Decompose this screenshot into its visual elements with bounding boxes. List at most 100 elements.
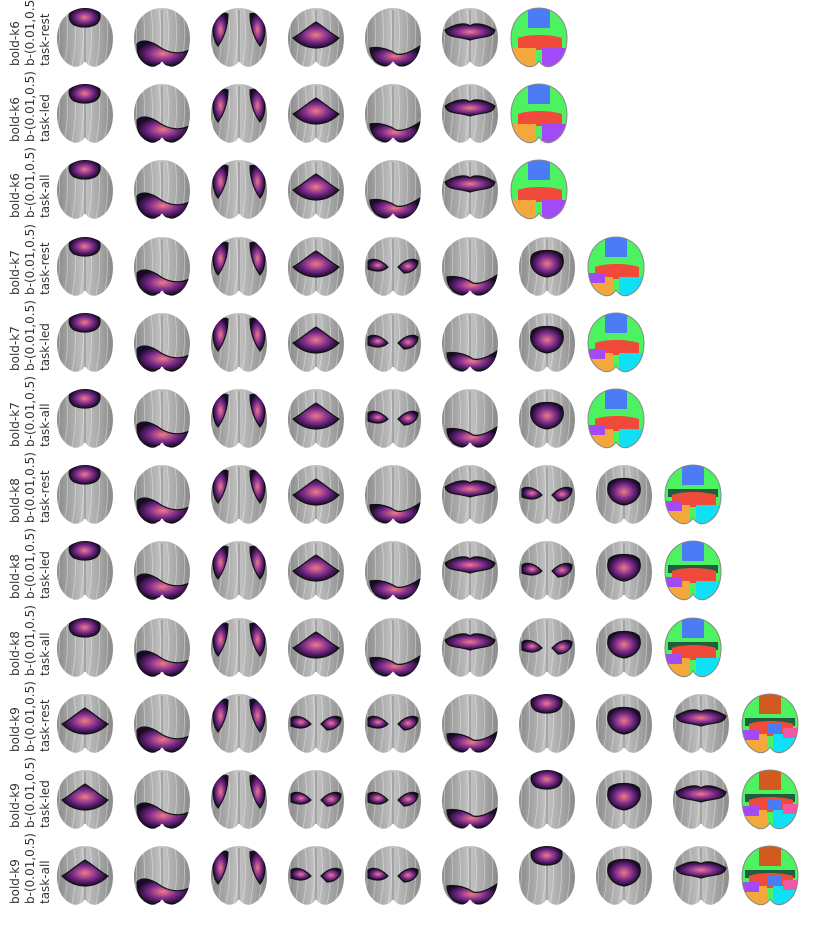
component-map <box>591 842 657 908</box>
brain-map-icon <box>673 770 729 829</box>
component-map <box>437 80 503 146</box>
result-row: bold-k8 b-(0.01,0.5) task-led <box>0 528 814 609</box>
parcellation-map <box>737 766 803 832</box>
component-map <box>283 156 349 222</box>
row-label-line: task-all <box>38 174 52 219</box>
result-row: bold-k9 b-(0.01,0.5) task-all <box>0 833 814 914</box>
component-map <box>129 537 195 603</box>
component-map <box>206 309 272 375</box>
component-map <box>591 461 657 527</box>
result-row: bold-k7 b-(0.01,0.5) task-rest <box>0 224 814 305</box>
brain-map-icon <box>673 846 729 905</box>
brain-map-icon <box>211 465 267 524</box>
component-map <box>206 233 272 299</box>
brain-map-icon <box>288 8 344 67</box>
parcellation-icon <box>587 388 645 449</box>
row-label-line: task-all <box>38 860 52 905</box>
brain-map-icon <box>134 160 190 220</box>
brain-map-icon <box>365 465 421 524</box>
component-map <box>514 766 580 832</box>
component-map <box>283 690 349 756</box>
brain-map-icon <box>57 160 113 220</box>
component-map <box>206 461 272 527</box>
row-label-line: bold-k9 <box>8 706 22 752</box>
brain-map-icon <box>442 160 498 220</box>
parcellation-icon <box>741 845 799 906</box>
row-label: bold-k6 b-(0.01,0.5) task-all <box>0 147 52 228</box>
brain-map-icon <box>288 617 344 677</box>
row-label: bold-k7 b-(0.01,0.5) task-rest <box>0 224 52 305</box>
component-map <box>668 842 734 908</box>
component-map <box>206 4 272 70</box>
row-label-line: task-led <box>38 551 52 600</box>
component-map <box>129 842 195 908</box>
component-map <box>283 4 349 70</box>
component-map <box>129 309 195 375</box>
parcellation-icon <box>664 617 722 677</box>
component-map <box>283 80 349 146</box>
brain-map-icon <box>442 846 498 905</box>
parcellation-icon <box>664 540 722 601</box>
component-map <box>360 842 426 908</box>
parcellation-icon <box>587 312 645 373</box>
brain-map-icon <box>442 389 498 448</box>
parcellation-map <box>583 233 649 299</box>
component-map <box>437 461 503 527</box>
component-map <box>52 80 118 146</box>
row-label-line: b-(0.01,0.5) <box>23 71 37 143</box>
brain-map-icon <box>288 693 344 753</box>
brain-map-icon <box>596 465 652 524</box>
result-row: bold-k9 b-(0.01,0.5) task-rest <box>0 681 814 762</box>
parcellation-map <box>506 156 572 222</box>
row-label-line: bold-k6 <box>8 97 22 143</box>
brain-map-icon <box>134 693 190 753</box>
component-map <box>283 614 349 680</box>
brain-map-icon <box>442 770 498 829</box>
brain-map-icon <box>442 236 498 296</box>
brain-map-icon <box>596 770 652 829</box>
brain-map-icon <box>519 617 575 677</box>
row-label-line: task-all <box>38 403 52 447</box>
result-row: bold-k6 b-(0.01,0.5) task-led <box>0 71 814 152</box>
row-label-line: b-(0.01,0.5) <box>23 680 37 752</box>
parcellation-map <box>660 461 726 527</box>
result-row: bold-k7 b-(0.01,0.5) task-all <box>0 376 814 457</box>
row-label-line: b-(0.01,0.5) <box>23 223 37 295</box>
component-map <box>283 461 349 527</box>
brain-map-icon <box>57 8 113 67</box>
component-map <box>591 537 657 603</box>
brain-map-icon <box>365 389 421 448</box>
component-map <box>52 233 118 299</box>
row-label-line: b-(0.01,0.5) <box>23 0 37 66</box>
brain-map-icon <box>288 160 344 220</box>
component-map <box>360 614 426 680</box>
row-label-line: task-led <box>38 94 52 143</box>
component-map <box>360 233 426 299</box>
brain-map-icon <box>211 84 267 143</box>
brain-map-icon <box>519 770 575 829</box>
row-label: bold-k9 b-(0.01,0.5) task-all <box>0 833 52 914</box>
component-map <box>360 385 426 451</box>
brain-map-icon <box>57 541 113 601</box>
component-map <box>514 309 580 375</box>
parcellation-map <box>737 690 803 756</box>
component-map <box>437 842 503 908</box>
brain-map-icon <box>57 770 113 829</box>
brain-map-icon <box>288 84 344 143</box>
component-map <box>206 385 272 451</box>
parcellation-icon <box>510 83 568 144</box>
component-map <box>283 385 349 451</box>
brain-map-icon <box>673 693 729 753</box>
component-map <box>437 690 503 756</box>
brain-map-icon <box>57 617 113 677</box>
row-label-line: b-(0.01,0.5) <box>23 528 37 600</box>
brain-map-icon <box>211 236 267 296</box>
component-map <box>514 461 580 527</box>
row-label-line: bold-k8 <box>8 478 22 524</box>
parcellation-icon <box>587 236 645 296</box>
brain-map-icon <box>134 846 190 905</box>
row-label-line: task-led <box>38 780 52 828</box>
component-map <box>129 461 195 527</box>
row-label-line: b-(0.01,0.5) <box>23 452 37 524</box>
brain-map-icon <box>596 693 652 753</box>
